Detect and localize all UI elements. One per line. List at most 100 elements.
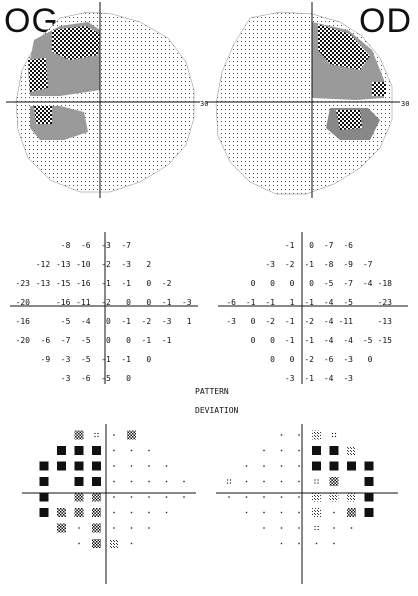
td-value: -3 xyxy=(343,355,353,364)
td-value: -4 xyxy=(324,317,334,326)
pd-symbol-dot xyxy=(263,480,265,483)
pd-symbol-dot xyxy=(263,465,265,467)
td-value: -4 xyxy=(324,336,334,345)
pd-symbol-checker xyxy=(57,523,66,533)
td-value: -4 xyxy=(81,317,91,326)
td-value: -15 xyxy=(378,336,393,345)
pd-symbol-dots xyxy=(226,479,229,481)
grayscale-field-maps: 30 30 xyxy=(6,2,409,198)
td-value: -2 xyxy=(304,355,314,364)
pd-symbol-dot xyxy=(280,465,283,467)
td-value: -13 xyxy=(56,260,71,269)
pattern-deviation-plots xyxy=(22,424,398,584)
td-value: -23 xyxy=(378,298,393,307)
pd-symbol-dot xyxy=(280,511,283,514)
pd-symbol-black xyxy=(312,446,321,455)
td-value: 2 xyxy=(146,260,151,269)
td-value: -8 xyxy=(324,260,334,269)
td-value: 0 xyxy=(309,279,314,288)
td-value: 1 xyxy=(290,298,295,307)
pd-symbol-dot xyxy=(148,465,150,467)
pd-symbol-dots xyxy=(317,528,319,531)
td-value: -3 xyxy=(265,260,275,269)
pd-symbol-dot xyxy=(315,542,318,545)
pd-symbol-dot xyxy=(245,511,248,514)
pd-symbol-black xyxy=(39,508,49,517)
pd-symbol-dots xyxy=(334,432,337,435)
pd-symbol-dots xyxy=(94,432,96,435)
pd-symbol-dot xyxy=(298,542,300,545)
pd-symbol-black xyxy=(92,446,101,455)
pd-symbol-dot xyxy=(113,480,115,483)
td-value: -1 xyxy=(285,317,295,326)
pd-symbol-dots xyxy=(229,479,232,481)
td-value: -10 xyxy=(76,260,91,269)
td-value: -11 xyxy=(339,317,354,326)
td-value: 0 xyxy=(251,279,256,288)
td-value: -6 xyxy=(81,241,91,250)
td-value: -7 xyxy=(363,260,373,269)
pd-symbol-dot xyxy=(78,542,80,545)
td-value: -5 xyxy=(81,336,91,345)
td-value: -1 xyxy=(162,336,172,345)
pd-symbol-black xyxy=(74,446,84,455)
pd-symbol-light xyxy=(347,446,356,455)
pd-symbol-black xyxy=(57,461,66,471)
pattern-caption: PATTERN xyxy=(195,387,229,396)
td-value: 0 xyxy=(270,336,275,345)
td-value: 1 xyxy=(187,317,192,326)
pd-symbol-dot xyxy=(130,496,133,498)
right-axis-end-label: 30 xyxy=(401,100,409,108)
pd-symbol-black xyxy=(74,477,84,486)
left-field-checker-lower xyxy=(34,106,52,124)
pd-symbol-dots xyxy=(229,482,232,484)
pd-symbol-dot xyxy=(113,434,115,436)
td-value: -8 xyxy=(61,241,71,250)
pd-symbol-dot xyxy=(148,511,150,514)
left-field-map xyxy=(6,2,200,198)
pd-symbol-dot xyxy=(280,480,283,483)
pd-symbol-dot xyxy=(245,480,248,483)
pd-symbol-dot xyxy=(130,527,133,529)
pd-symbol-checker xyxy=(74,430,84,440)
td-value: 0 xyxy=(146,298,151,307)
pd-symbol-checker xyxy=(127,430,136,440)
pd-symbol-black xyxy=(329,461,339,471)
pd-symbol-dot xyxy=(148,449,150,452)
pd-symbol-dot xyxy=(165,496,168,498)
pd-symbol-dot xyxy=(350,527,353,529)
pd-symbol-dot xyxy=(280,496,283,498)
pd-symbol-dot xyxy=(113,449,115,452)
td-value: -1 xyxy=(265,298,275,307)
td-value: 0 xyxy=(106,317,111,326)
td-value: -20 xyxy=(16,336,31,345)
pd-symbol-dot xyxy=(165,465,168,467)
pd-symbol-black xyxy=(39,461,49,471)
pd-symbol-dot xyxy=(183,480,185,483)
td-value: -5 xyxy=(61,317,71,326)
pd-symbol-dot xyxy=(333,527,335,529)
pd-symbol-checker xyxy=(347,508,356,517)
pd-symbol-dots xyxy=(317,525,319,528)
pd-symbol-dot xyxy=(263,449,265,452)
td-value: -12 xyxy=(36,260,51,269)
pd-symbol-light xyxy=(312,508,321,517)
pd-symbol-dot xyxy=(298,449,300,452)
pd-symbol-light xyxy=(312,430,321,440)
pd-symbol-dot xyxy=(113,511,115,514)
td-value: -1 xyxy=(121,355,131,364)
td-value: -4 xyxy=(324,298,334,307)
pattern-deviation-left xyxy=(39,430,185,548)
td-value: -7 xyxy=(324,241,334,250)
td-value: -7 xyxy=(61,336,71,345)
td-value: -1 xyxy=(121,279,131,288)
pd-symbol-light xyxy=(347,492,356,502)
pd-symbol-dot xyxy=(148,496,150,498)
pd-symbol-black xyxy=(329,446,339,455)
pd-symbol-dot xyxy=(280,449,283,452)
td-value: -1 xyxy=(142,336,152,345)
pd-symbol-dots xyxy=(314,525,316,528)
pd-symbol-checker xyxy=(74,492,84,502)
td-value: -6 xyxy=(226,298,236,307)
pd-symbol-dot xyxy=(263,527,265,529)
